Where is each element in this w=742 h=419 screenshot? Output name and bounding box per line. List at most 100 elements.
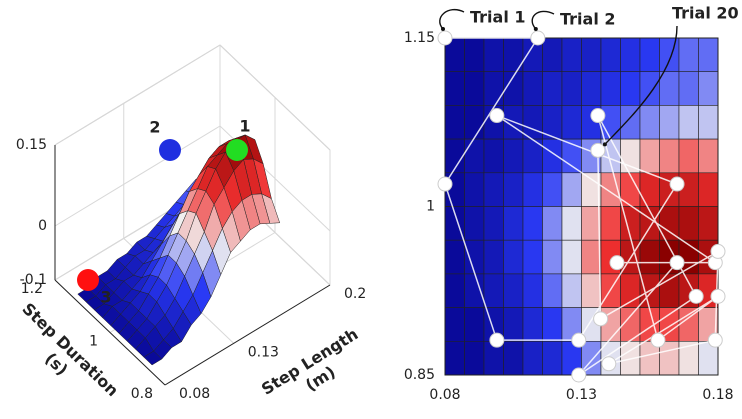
heatmap-cell [542, 239, 563, 275]
heatmap-cell [561, 105, 582, 140]
heatmap-cell [542, 206, 563, 241]
heatmap-cell [464, 138, 485, 174]
heatmap-cell [522, 105, 543, 140]
annotation: Trial 2 [560, 10, 616, 29]
heatmap-cell [444, 71, 465, 106]
heatmap-cell [581, 239, 602, 275]
heatmap-cell [522, 340, 543, 376]
heatmap-cell [503, 340, 524, 376]
heatmap-cell [503, 172, 524, 207]
trial-point [601, 356, 617, 372]
heatmap-cell [483, 206, 504, 241]
z-tick-label: 0.15 [16, 137, 47, 153]
heatmap-cell [698, 172, 719, 207]
trial-point [571, 367, 587, 383]
heatmap-cell [659, 105, 680, 140]
heatmap-cell [483, 138, 504, 174]
trial-point [710, 243, 726, 259]
heatmap-cell [698, 71, 719, 106]
heatmap-cell [581, 206, 602, 241]
heatmap-cell [464, 105, 485, 140]
heatmap-cell [464, 239, 485, 275]
heatmap-cell [464, 206, 485, 241]
heatmap-cell [659, 138, 680, 174]
trial-path [444, 37, 719, 376]
y-tick-label: 0.85 [404, 367, 435, 383]
x-axis [164, 284, 331, 386]
heatmap-cell [600, 206, 621, 241]
heatmap-cell [600, 105, 621, 140]
marker-point [226, 139, 248, 161]
heatmap-cell [464, 37, 485, 73]
trial-point [710, 288, 726, 304]
x-tick-label: 0.13 [566, 387, 597, 403]
y-tick-label: 0.8 [131, 386, 153, 402]
heatmap-cell [542, 71, 563, 106]
heatmap-cell [698, 138, 719, 174]
annotation: 3 [100, 288, 111, 307]
heatmap-cell [483, 273, 504, 308]
trial-point [707, 332, 723, 348]
trial-point [669, 255, 685, 271]
heatmap-cell [522, 172, 543, 207]
heatmap-cell [698, 206, 719, 241]
heatmap-cell [542, 340, 563, 376]
x-tick-label: 0.08 [429, 387, 460, 403]
heatmap-cell [639, 71, 660, 106]
heatmap-cell [659, 340, 680, 376]
trial-point [489, 332, 505, 348]
heatmap-cell [542, 172, 563, 207]
trial-point [530, 30, 546, 46]
heatmap-cell [503, 239, 524, 275]
trial-point [437, 176, 453, 192]
trial-point [593, 311, 609, 327]
x-axis-label: Step Length(m) [258, 324, 372, 415]
heatmap-cell [600, 71, 621, 106]
heatmap-cell [522, 71, 543, 106]
heatmap-cell [542, 307, 563, 342]
trial-point [571, 332, 587, 348]
heatmap-cell [522, 307, 543, 342]
heatmap-cell [444, 273, 465, 308]
y-tick-label: 1 [426, 199, 435, 215]
heatmap-cell [483, 37, 504, 73]
heatmap-cell [639, 138, 660, 174]
annotation: Trial 1 [470, 8, 526, 27]
annotation-arrow [531, 10, 555, 30]
heatmap-cell [620, 71, 641, 106]
heatmap-cell [678, 206, 699, 241]
heatmap-cell [444, 239, 465, 275]
heatmap-cell [581, 71, 602, 106]
heatmap-cell [522, 273, 543, 308]
heatmap-cell [678, 138, 699, 174]
heatmap-cell [620, 138, 641, 174]
heatmap-cell [444, 307, 465, 342]
heatmap-cell [561, 172, 582, 207]
heatmap-cell [464, 71, 485, 106]
heatmap-cell [561, 71, 582, 106]
heatmap-cell [639, 239, 660, 275]
heatmap-cell [678, 71, 699, 106]
heatmap-cell [483, 71, 504, 106]
surface-patch [143, 350, 163, 366]
trial-point [590, 142, 606, 158]
heatmap-cell [483, 172, 504, 207]
marker-point [159, 139, 181, 161]
heatmap-cell [581, 273, 602, 308]
heatmap-cell [503, 206, 524, 241]
trial-point [650, 332, 666, 348]
x-tick-label: 0.2 [344, 286, 366, 302]
z-grid-line [54, 125, 221, 227]
x-tick-label: 0.18 [702, 387, 733, 403]
heatmap-cell [678, 37, 699, 73]
heatmap-cell [483, 239, 504, 275]
trial-point [489, 108, 505, 124]
z-tick-label: 0 [38, 218, 47, 234]
heatmap-cell [464, 340, 485, 376]
y-tick-label: 1 [89, 334, 98, 350]
heatmap-cell [581, 37, 602, 73]
y-tick-label: 1.2 [21, 281, 43, 297]
heatmap-cell [620, 37, 641, 73]
heatmap-cell [639, 37, 660, 73]
